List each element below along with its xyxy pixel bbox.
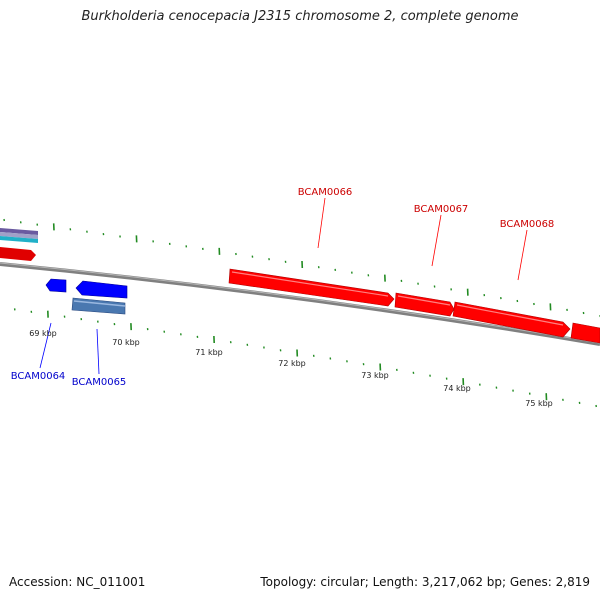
- gene-BCAM0068[interactable]: [452, 301, 571, 338]
- gene-partial-right[interactable]: [570, 322, 600, 344]
- gene-BCAM0064[interactable]: [45, 278, 67, 293]
- left-edge-features: [0, 228, 38, 261]
- leader-BCAM0066: [317, 197, 326, 249]
- leader-BCAM0068: [517, 229, 528, 281]
- kbp-label-73: 73 kbp: [361, 371, 389, 380]
- label-leaders: [39, 197, 528, 375]
- gene-BCAM0067-shine: [397, 295, 451, 306]
- genome-backbone: [0, 262, 600, 346]
- gene-BCAM0065-cds[interactable]: [71, 297, 126, 315]
- leader-BCAM0067: [431, 214, 442, 267]
- gene-label-BCAM0066[interactable]: BCAM0066: [298, 187, 353, 198]
- genome-summary-text: Topology: circular; Length: 3,217,062 bp…: [260, 575, 590, 589]
- gene-BCAM0065-cds-shine: [73, 300, 126, 307]
- forward-genes: [228, 268, 600, 344]
- kbp-label-75: 75 kbp: [525, 399, 553, 408]
- gene-label-BCAM0068[interactable]: BCAM0068: [500, 219, 555, 230]
- gene-partial-stripe-3[interactable]: [0, 236, 38, 243]
- genome-title: Burkholderia cenocepacia J2315 chromosom…: [81, 9, 519, 24]
- gene-BCAM0065[interactable]: [75, 280, 128, 299]
- gene-partial-stripe-1[interactable]: [0, 228, 38, 235]
- forward-tick-track: [3, 218, 600, 318]
- leader-BCAM0064: [39, 322, 52, 369]
- gene-label-BCAM0064[interactable]: BCAM0064: [11, 371, 66, 382]
- kbp-label-70: 70 kbp: [112, 338, 140, 347]
- kbp-label-71: 71 kbp: [195, 348, 223, 357]
- gene-label-BCAM0067[interactable]: BCAM0067: [414, 204, 469, 215]
- accession-text: Accession: NC_011001: [9, 575, 146, 589]
- kbp-label-69: 69 kbp: [29, 329, 57, 338]
- kbp-label-72: 72 kbp: [278, 359, 306, 368]
- reverse-tick-track: [13, 308, 597, 408]
- genome-backbone-highlight: [0, 262, 600, 344]
- gene-partial-stripe-2[interactable]: [0, 232, 38, 239]
- gene-BCAM0068-shine: [456, 304, 564, 326]
- gene-BCAM0066-shine: [231, 271, 389, 297]
- kbp-label-74: 74 kbp: [443, 384, 471, 393]
- gene-label-BCAM0065[interactable]: BCAM0065: [72, 377, 127, 388]
- gene-partial-red[interactable]: [0, 247, 36, 261]
- leader-BCAM0065: [96, 328, 100, 375]
- reverse-genes: [45, 278, 128, 315]
- gene-BCAM0067[interactable]: [394, 292, 455, 317]
